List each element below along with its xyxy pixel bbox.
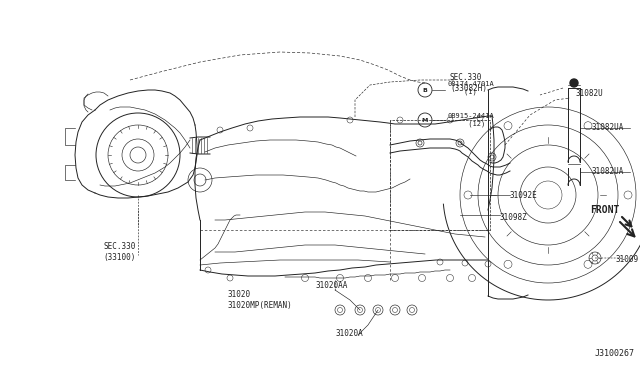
Text: M: M bbox=[422, 118, 428, 122]
Text: SEC.330
(33100): SEC.330 (33100) bbox=[104, 242, 136, 262]
Text: B: B bbox=[422, 87, 428, 93]
Text: 0B915-2441A
     (12): 0B915-2441A (12) bbox=[447, 113, 493, 127]
Text: 31020
31020MP(REMAN): 31020 31020MP(REMAN) bbox=[228, 290, 292, 310]
Text: 31082UA: 31082UA bbox=[592, 167, 625, 176]
Text: 31082UA: 31082UA bbox=[592, 124, 625, 132]
Circle shape bbox=[570, 79, 578, 87]
Text: SEC.330
(33082H): SEC.330 (33082H) bbox=[450, 73, 487, 93]
Text: 31098Z: 31098Z bbox=[500, 214, 528, 222]
Text: J3100267: J3100267 bbox=[595, 349, 635, 358]
Bar bbox=[390, 120, 490, 230]
Text: 31082U: 31082U bbox=[575, 89, 603, 97]
Text: 31020AA: 31020AA bbox=[315, 280, 348, 289]
Text: 31020A: 31020A bbox=[335, 328, 363, 337]
Text: FRONT: FRONT bbox=[590, 205, 620, 215]
Text: 08174-4701A
    (1): 08174-4701A (1) bbox=[447, 81, 493, 95]
Text: 31092E: 31092E bbox=[510, 190, 538, 199]
Text: 31009: 31009 bbox=[615, 256, 638, 264]
